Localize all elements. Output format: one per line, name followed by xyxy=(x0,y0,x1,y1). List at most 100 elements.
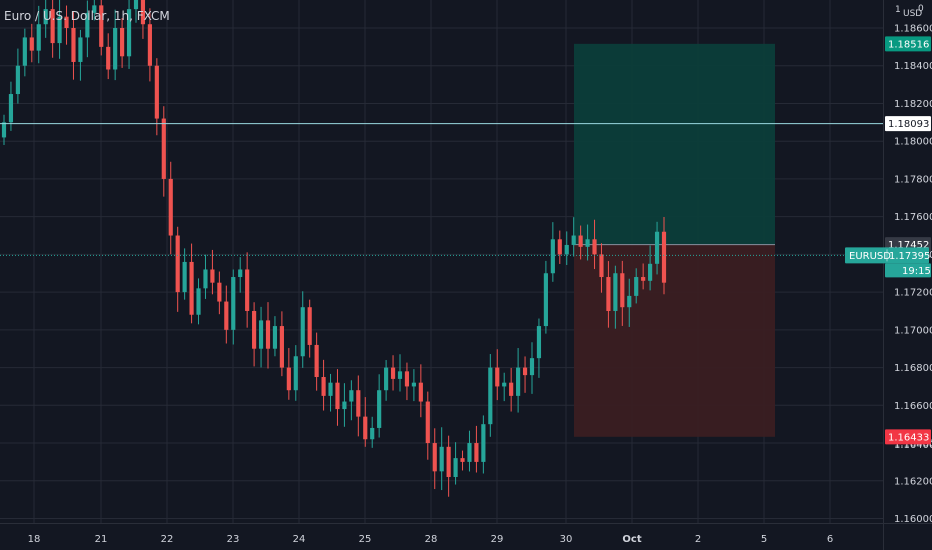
x-tick-label: 29 xyxy=(491,534,504,545)
candle-body xyxy=(564,244,569,255)
currency-label[interactable]: USD xyxy=(903,9,923,19)
candle-body xyxy=(258,320,264,349)
candle-body xyxy=(224,301,229,330)
x-tick-label: 28 xyxy=(425,534,438,545)
position-zones[interactable] xyxy=(574,43,775,437)
candle-body xyxy=(252,310,257,349)
last-price-label: 1.17395 xyxy=(889,251,930,262)
x-tick-label: 5 xyxy=(761,534,767,545)
candle-body xyxy=(418,382,423,402)
y-tick-label: 1.16800 xyxy=(894,363,932,374)
candle-body xyxy=(474,443,479,462)
candle-body xyxy=(85,12,90,38)
candle-body xyxy=(113,28,118,70)
candle-body xyxy=(349,390,354,402)
candle-body xyxy=(550,239,555,274)
candle-body xyxy=(99,5,104,47)
candle-body xyxy=(217,282,222,302)
y-tick-label: 1.18200 xyxy=(894,99,932,110)
candle-body xyxy=(147,24,152,66)
candle-body xyxy=(356,390,361,417)
candle-body xyxy=(543,273,548,327)
candle-body xyxy=(161,118,166,179)
candle-body xyxy=(36,24,41,51)
candle-body xyxy=(397,371,403,379)
candle-body xyxy=(446,446,451,477)
candle-body xyxy=(265,320,271,349)
y-tick-label: 1.17600 xyxy=(894,212,932,223)
y-tick-label: 1.16200 xyxy=(894,476,932,487)
candle-body xyxy=(50,9,55,44)
candle-body xyxy=(370,427,375,440)
candle-body xyxy=(585,239,590,247)
candle-body xyxy=(453,458,458,477)
candle-body xyxy=(279,326,284,368)
candle-body xyxy=(432,443,437,472)
candle-body xyxy=(536,326,542,359)
candle-body xyxy=(189,261,194,315)
candle-body xyxy=(140,0,146,25)
y-tick-label: 1.16600 xyxy=(894,401,932,412)
candle-body xyxy=(529,358,535,376)
candle-body xyxy=(231,277,236,330)
candle-body xyxy=(390,367,396,379)
x-tick-label: 2 xyxy=(695,534,701,545)
x-tick-label: 18 xyxy=(28,534,41,545)
candle-body xyxy=(495,367,500,387)
candle-body xyxy=(64,16,69,28)
candle-body xyxy=(606,277,611,311)
entry-price-label: 1.17452 xyxy=(888,240,929,251)
candle-body xyxy=(613,273,618,311)
candle-body xyxy=(120,28,125,57)
x-tick-label: 24 xyxy=(293,534,306,545)
hline-price-label-bg xyxy=(885,116,931,132)
candle-body xyxy=(516,367,521,396)
x-tick-label: 22 xyxy=(161,534,174,545)
candle-body xyxy=(363,416,368,440)
time-axis[interactable]: 18 21 22 23 24 25 28 29 30 Oct 2 5 6 xyxy=(28,534,834,545)
candle-body xyxy=(578,235,583,247)
candle-body xyxy=(634,277,639,296)
candle-body xyxy=(168,178,173,236)
candle-body xyxy=(321,377,326,396)
candle-body xyxy=(481,424,486,462)
x-tick-label: 21 xyxy=(95,534,108,545)
x-tick-label: 23 xyxy=(227,534,240,545)
candle-body xyxy=(335,382,340,410)
y-tick-label: 1.17200 xyxy=(894,288,932,299)
candle-body xyxy=(175,235,180,293)
candle-body xyxy=(196,288,201,315)
candle-body xyxy=(404,371,410,387)
y-tick-label: 1.17800 xyxy=(894,174,932,185)
candle-body xyxy=(571,235,576,245)
countdown-label: 19:15 xyxy=(902,266,931,277)
candle-body xyxy=(592,239,597,255)
candle-body xyxy=(210,269,215,283)
candle-body xyxy=(272,326,278,349)
candle-body xyxy=(557,239,562,255)
stop-price-label: 1.16433 xyxy=(888,432,929,443)
candle-body xyxy=(522,367,528,376)
candle-body xyxy=(29,37,34,51)
candle-body xyxy=(328,382,333,396)
candle-body xyxy=(71,28,76,62)
candle-body xyxy=(203,269,208,289)
candle-body xyxy=(43,9,48,25)
candle-body xyxy=(654,231,660,264)
candle-body xyxy=(8,94,14,123)
target-price-label: 1.18516 xyxy=(888,39,929,50)
candle-body xyxy=(377,390,382,428)
y-tick-label: 1.18400 xyxy=(894,61,932,72)
candle-body xyxy=(133,0,139,10)
y-tick-label: 1.18600 xyxy=(894,24,932,35)
x-tick-label: 25 xyxy=(359,534,372,545)
candle-body xyxy=(1,122,7,138)
chart-title: Euro / U.S. Dollar, 1h, FXCM xyxy=(4,9,170,23)
countdown-bg xyxy=(885,263,931,278)
candle-body xyxy=(293,356,298,391)
candle-body xyxy=(314,344,319,378)
candle-body xyxy=(307,307,312,345)
symbol-label: EURUSD xyxy=(849,251,891,262)
